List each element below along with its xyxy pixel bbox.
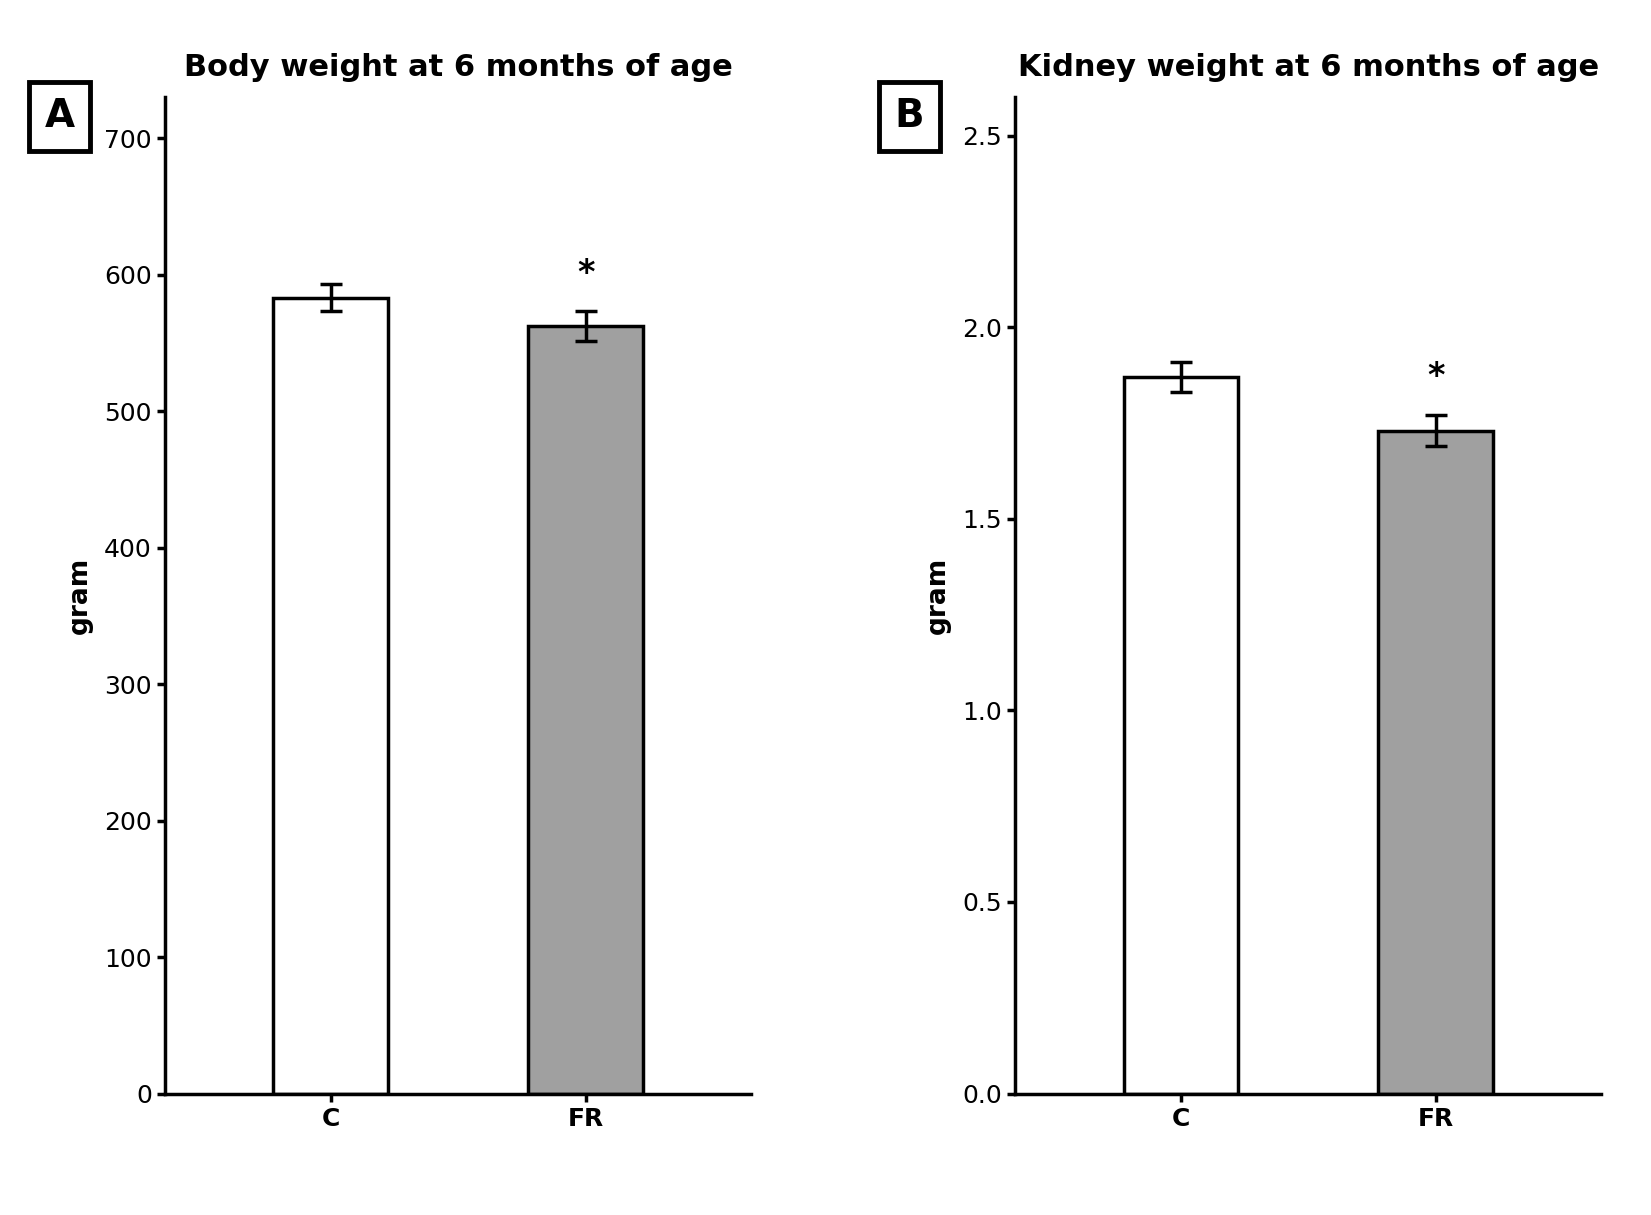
Text: B: B [895,97,925,135]
Bar [1379,430,1493,1094]
Text: *: * [576,256,594,289]
Title: Kidney weight at 6 months of age: Kidney weight at 6 months of age [1017,53,1598,83]
Text: A: A [45,97,74,135]
Text: *: * [1426,361,1445,394]
Bar [528,327,642,1094]
Y-axis label: gram: gram [925,556,951,634]
Bar [274,298,388,1094]
Title: Body weight at 6 months of age: Body weight at 6 months of age [183,53,733,83]
Y-axis label: gram: gram [68,556,92,634]
Bar [1124,377,1238,1094]
